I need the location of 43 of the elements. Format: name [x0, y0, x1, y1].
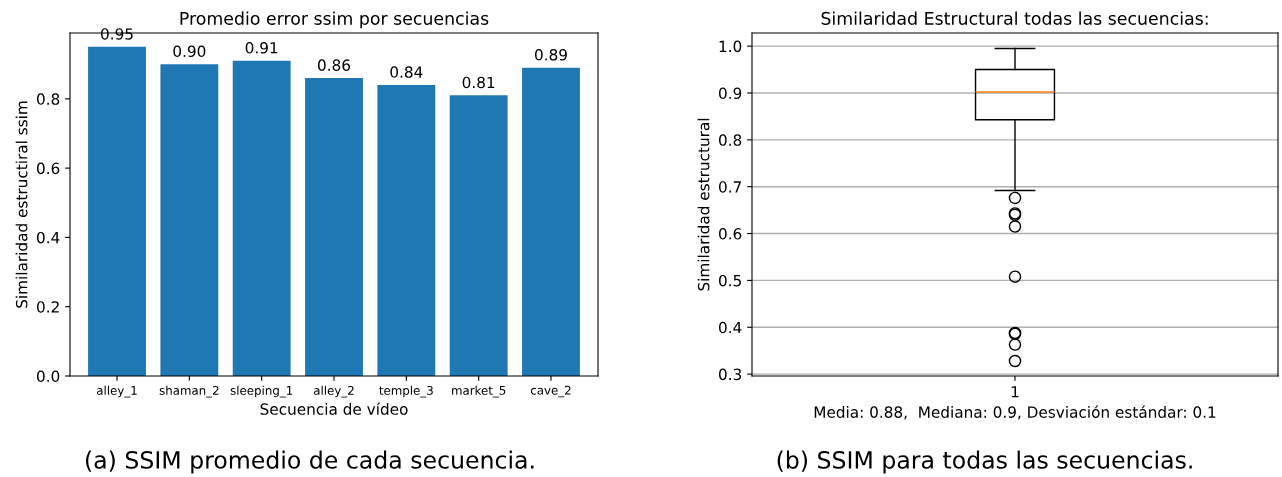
chart-title: Similaridad Estructural todas las secuencias:	[821, 11, 1208, 25]
y-tick-label: 0.7	[718, 181, 741, 193]
bar	[88, 46, 146, 376]
x-tick-label: alley_2	[313, 385, 354, 398]
data-label: 0.86	[318, 59, 351, 71]
y-tick-label: 0.2	[36, 301, 59, 313]
data-label: 0.90	[173, 45, 206, 58]
y-tick-label: 0.9	[718, 87, 742, 99]
x-axis-title: Media: 0.88, Mediana: 0.9, Desviación estándar: 0.1	[814, 405, 1216, 420]
x-tick-label: sleeping_1	[230, 385, 293, 398]
y-axis-title: Similaridad estructural	[697, 118, 710, 291]
bar	[377, 84, 436, 376]
y-tick-label: 0.5	[718, 274, 741, 287]
text: (b) SSIM para todas las secuencias.	[777, 450, 1192, 474]
text: (a) SSIM promedio de cada secuencia.	[85, 450, 534, 474]
x-tick-label: cave_2	[530, 385, 571, 398]
chart-title: Promedio error ssim por secuencias	[180, 11, 489, 29]
bar	[305, 78, 363, 376]
x-axis-title: Secuencia de vídeo	[260, 402, 408, 415]
bar	[160, 64, 219, 376]
data-label: 0.84	[390, 66, 423, 78]
x-tick-label: market_5	[452, 385, 506, 398]
x-tick-label: alley_1	[96, 385, 137, 398]
x-tick-label: shaman_2	[159, 385, 219, 398]
y-tick-label: 0.8	[718, 134, 742, 146]
data-label: 0.89	[534, 48, 567, 61]
bar	[449, 95, 508, 376]
y-tick-label: 0.0	[36, 370, 60, 383]
y-tick-label: 0.4	[36, 231, 60, 244]
bar	[522, 67, 580, 376]
y-tick-label: 0.3	[718, 368, 742, 381]
data-label: 0.95	[101, 28, 133, 40]
y-tick-label: 0.4	[718, 321, 742, 334]
y-tick-label: 1.0	[719, 40, 742, 53]
y-axis-title: Similaridad estructiral ssim	[15, 101, 28, 308]
bar	[232, 60, 291, 376]
x-tick-label: temple_3	[379, 385, 433, 398]
data-label: 0.81	[462, 76, 495, 89]
y-tick-label: 0.6	[36, 162, 60, 175]
y-tick-label: 0.8	[36, 93, 60, 105]
data-label: 0.91	[245, 42, 278, 54]
x-tick-label: 1	[1011, 386, 1019, 398]
y-tick-label: 0.6	[718, 228, 742, 240]
